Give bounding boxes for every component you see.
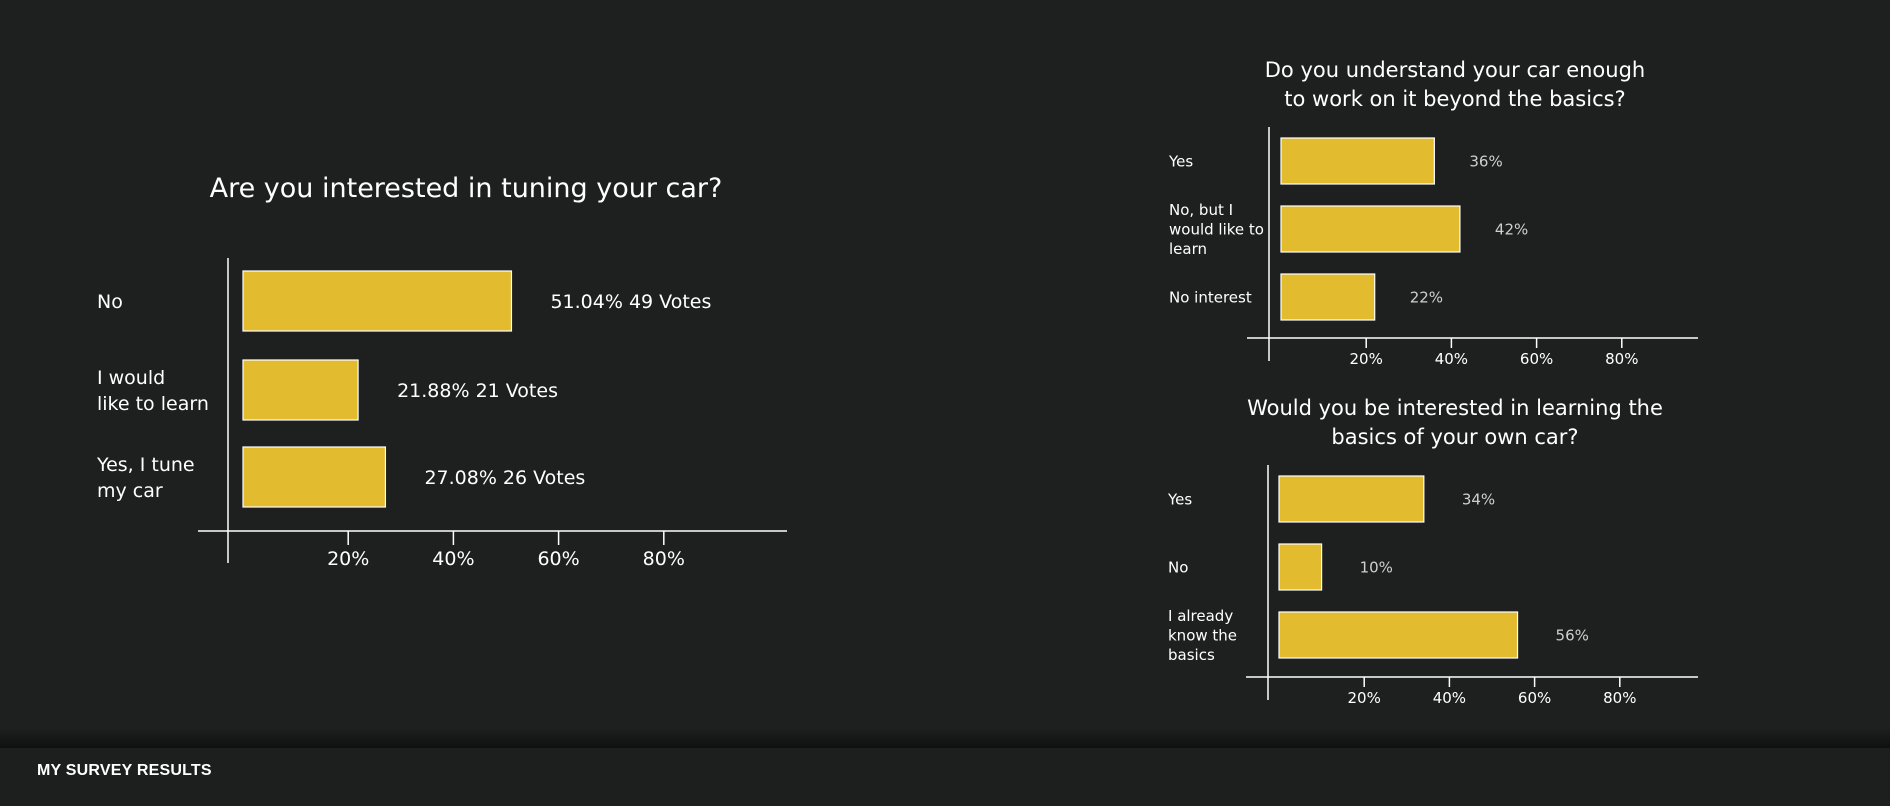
bar xyxy=(1280,205,1461,253)
x-tick-label: 20% xyxy=(1348,689,1381,707)
category-label: like to learn xyxy=(97,393,209,415)
footer-bar: MY SURVEY RESULTS xyxy=(0,748,1890,806)
value-label: 51.04% 49 Votes xyxy=(550,291,711,313)
x-tick-label: 40% xyxy=(1433,689,1466,707)
category-label: I would xyxy=(97,367,165,389)
footer-shadow xyxy=(0,728,1890,750)
category-label: would like to xyxy=(1169,220,1264,238)
category-label: Yes xyxy=(1168,152,1193,170)
category-label: No interest xyxy=(1169,288,1252,306)
category-label: Yes, I tune xyxy=(96,454,195,476)
category-label: No xyxy=(1168,558,1188,576)
bar xyxy=(1278,475,1425,523)
chart-3: Would you be interested in learning the b… xyxy=(1167,396,1698,707)
x-tick-label: 60% xyxy=(1520,350,1553,368)
category-label: basics xyxy=(1168,646,1215,664)
x-tick-label: 60% xyxy=(537,548,579,570)
bar xyxy=(1280,273,1376,321)
category-label: know the xyxy=(1168,626,1237,644)
value-label: 36% xyxy=(1469,152,1502,170)
bar xyxy=(1280,137,1435,185)
chart-title-line: to work on it beyond the basics? xyxy=(1284,87,1625,111)
chart-title-line: Do you understand your car enough xyxy=(1265,58,1645,82)
category-label: No, but I xyxy=(1169,201,1233,219)
value-label: 42% xyxy=(1495,220,1528,238)
category-label: I already xyxy=(1168,607,1233,625)
value-label: 22% xyxy=(1410,288,1443,306)
chart-title: Are you interested in tuning your car? xyxy=(210,173,723,204)
bar xyxy=(242,270,513,332)
chart-1: Are you interested in tuning your car? 20… xyxy=(96,173,787,570)
value-label: 34% xyxy=(1462,490,1495,508)
x-tick-label: 40% xyxy=(432,548,474,570)
chart-2: Do you understand your car enough to work… xyxy=(1168,58,1698,368)
value-label: 27.08% 26 Votes xyxy=(424,467,585,489)
bar xyxy=(1278,611,1519,659)
x-tick-label: 80% xyxy=(1603,689,1636,707)
x-tick-label: 60% xyxy=(1518,689,1551,707)
x-tick-label: 40% xyxy=(1435,350,1468,368)
category-label: my car xyxy=(97,480,163,502)
footer-title: MY SURVEY RESULTS xyxy=(37,762,212,779)
category-label: learn xyxy=(1169,240,1207,258)
chart-title-line: basics of your own car? xyxy=(1331,425,1578,449)
value-label: 56% xyxy=(1556,626,1589,644)
x-tick-label: 20% xyxy=(327,548,369,570)
x-tick-label: 80% xyxy=(643,548,685,570)
value-label: 21.88% 21 Votes xyxy=(397,380,558,402)
bar xyxy=(242,446,387,508)
bar xyxy=(242,359,359,421)
bar xyxy=(1278,543,1323,591)
x-tick-label: 20% xyxy=(1350,350,1383,368)
chart-title-line: Would you be interested in learning the xyxy=(1247,396,1663,420)
category-label: No xyxy=(97,291,123,313)
value-label: 10% xyxy=(1360,558,1393,576)
charts-area: Are you interested in tuning your car? 20… xyxy=(96,58,1698,707)
x-tick-label: 80% xyxy=(1605,350,1638,368)
category-label: Yes xyxy=(1167,490,1192,508)
